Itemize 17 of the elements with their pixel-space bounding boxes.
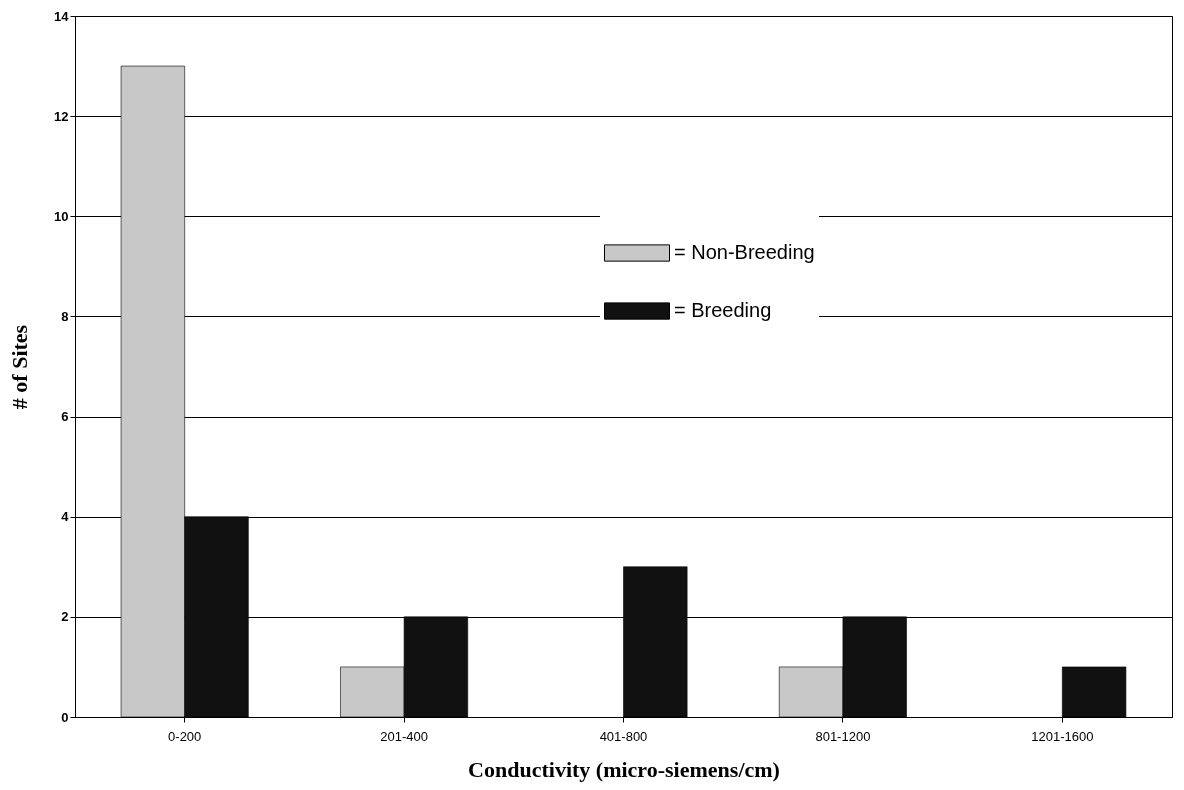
y-tick-label: 12 bbox=[54, 108, 69, 124]
legend-label: = Breeding bbox=[674, 299, 772, 321]
x-axis-title: Conductivity (micro-siemens/cm) bbox=[468, 756, 780, 782]
y-tick-label: 10 bbox=[54, 208, 69, 224]
y-tick-label: 4 bbox=[61, 509, 70, 525]
x-tick-label: 401-800 bbox=[599, 728, 648, 744]
y-tick-label: 14 bbox=[54, 8, 70, 24]
y-tick-label: 2 bbox=[61, 609, 69, 625]
x-tick-label: 201-400 bbox=[380, 728, 428, 744]
x-tick-label: 1201-1600 bbox=[1031, 728, 1094, 744]
x-tick-label: 801-1200 bbox=[815, 728, 871, 744]
legend-label: = Non-Breeding bbox=[674, 241, 815, 263]
y-tick-label: 0 bbox=[61, 709, 69, 725]
y-tick-label: 6 bbox=[61, 409, 69, 425]
x-tick-label: 0-200 bbox=[168, 728, 202, 744]
y-tick-label: 8 bbox=[61, 308, 69, 324]
y-axis-title: # of Sites bbox=[7, 324, 33, 410]
